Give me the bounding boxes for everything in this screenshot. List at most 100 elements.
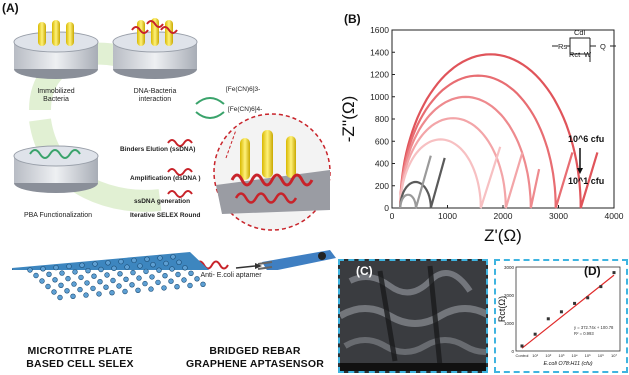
dish-interaction — [112, 18, 198, 79]
plate-well — [90, 285, 96, 292]
plate-well — [84, 280, 90, 286]
plate-well — [33, 272, 39, 279]
sem-image — [340, 261, 486, 371]
plate-well — [163, 260, 169, 267]
calib-point — [520, 344, 524, 348]
calib-y-tick-label: 3000 — [504, 265, 515, 270]
plate-well — [188, 270, 194, 276]
plate-well — [148, 286, 154, 292]
calib-y-tick-label: 1000 — [504, 321, 515, 326]
calib-point — [559, 310, 563, 314]
aptasensor-electrode — [257, 250, 336, 270]
calib-point — [612, 271, 616, 275]
plate-well — [143, 268, 149, 275]
plate-well — [122, 288, 128, 295]
calib-x-label: E.coli O78:H11 (cfu) — [543, 361, 592, 367]
magnified-view — [213, 113, 331, 231]
plate-well — [91, 273, 97, 279]
y-tick-label: 1200 — [370, 70, 389, 80]
plate-well — [39, 278, 45, 284]
plate-well — [169, 266, 175, 272]
plate-wells — [27, 254, 206, 301]
plate-well — [116, 283, 122, 289]
plate-well — [110, 277, 116, 284]
label-ssdna: ssDNA generation — [134, 198, 191, 205]
calib-frame — [515, 266, 621, 352]
calib-x-tick-label: 10² — [545, 353, 551, 358]
plate-well — [96, 291, 102, 297]
label-ferri: [Fe(CN)6]3- — [226, 86, 261, 93]
x-tick-label: 0 — [390, 211, 395, 221]
label-ferro: [Fe(CN)6]4- — [228, 106, 263, 113]
plate-well — [142, 280, 148, 287]
fit-equation: y = 372.74x + 100.78 — [574, 325, 614, 330]
plate-well — [162, 273, 168, 279]
plate-well — [161, 285, 167, 291]
x-tick-label: 4000 — [605, 211, 624, 221]
fit-r2: R² = 0.993 — [574, 331, 594, 336]
circuit-q: Q — [600, 42, 606, 51]
selex-diagram — [12, 18, 336, 270]
panel-a-label: (A) — [2, 1, 19, 15]
plate-well — [85, 268, 91, 274]
plate-well — [150, 262, 156, 268]
y-tick-label: 0 — [384, 203, 389, 213]
circuit-rct: Rct — [569, 50, 581, 59]
plate-well — [176, 259, 182, 265]
label-aptamer: Anti- E.coli aptamer — [200, 272, 262, 279]
circuit-wires — [552, 37, 616, 62]
y-tick-label: 1000 — [370, 92, 389, 102]
x-tick-label: 3000 — [549, 211, 568, 221]
plate-well — [135, 287, 141, 293]
plate-well — [40, 266, 46, 272]
nyquist-series — [399, 155, 432, 209]
plate-well — [175, 271, 181, 278]
y-tick-label: 1600 — [370, 25, 389, 35]
plate-well — [66, 263, 72, 270]
plate-well — [51, 289, 57, 295]
label-binders: Binders Elution (ssDNA) — [120, 146, 196, 153]
annotation-low: 10^1 cfu — [568, 176, 604, 186]
plate-well — [182, 265, 188, 271]
plate-well — [170, 254, 176, 260]
plate-well — [156, 267, 162, 273]
calib-x-tick-label: 10¹ — [532, 353, 538, 358]
panel-b-label: (B) — [344, 12, 361, 26]
nyquist-series — [399, 74, 574, 209]
nyquist-series — [399, 117, 524, 209]
plate-well — [104, 272, 110, 278]
plate-well — [98, 266, 104, 273]
plate-well — [124, 264, 130, 270]
dish-immobilized — [13, 20, 99, 79]
equivalent-circuit: Rs Cdl Rct WQ — [552, 28, 616, 62]
panel-c-label: (C) — [356, 264, 373, 278]
y-tick-label: 400 — [375, 159, 389, 169]
y-tick-label: 1400 — [370, 47, 389, 57]
sem-image-frame — [338, 259, 488, 373]
plate-well — [57, 294, 63, 301]
plate-well — [123, 276, 129, 282]
calib-x-tick-label: 10³ — [559, 353, 565, 358]
circuit-cdl: Cdl — [574, 28, 586, 37]
calib-y-tick-label: 2000 — [504, 293, 515, 298]
calib-x-tick-label: 10⁵ — [585, 353, 591, 358]
plate-well — [46, 271, 52, 277]
label-immobilized: Immobilized Bacteria — [37, 88, 75, 103]
plate-well — [64, 288, 70, 294]
calib-x-tick-label: Control — [516, 353, 529, 358]
plate-well — [103, 284, 109, 290]
nyquist-series — [399, 53, 599, 209]
plate-well — [71, 281, 77, 287]
plate-well — [109, 290, 115, 296]
calib-point — [533, 332, 537, 336]
fit-line — [521, 274, 615, 349]
plate-well — [155, 279, 161, 286]
x-tick-label: 2000 — [494, 211, 513, 221]
calib-x-tick-label: 10⁷ — [611, 353, 617, 358]
label-amplification: Amplification (dsDNA ) — [130, 175, 201, 182]
plate-well — [45, 283, 51, 290]
calib-y-tick-label: 0 — [511, 349, 514, 354]
plate-well — [187, 282, 193, 289]
plate-well — [83, 292, 89, 298]
plate-well — [137, 263, 143, 269]
